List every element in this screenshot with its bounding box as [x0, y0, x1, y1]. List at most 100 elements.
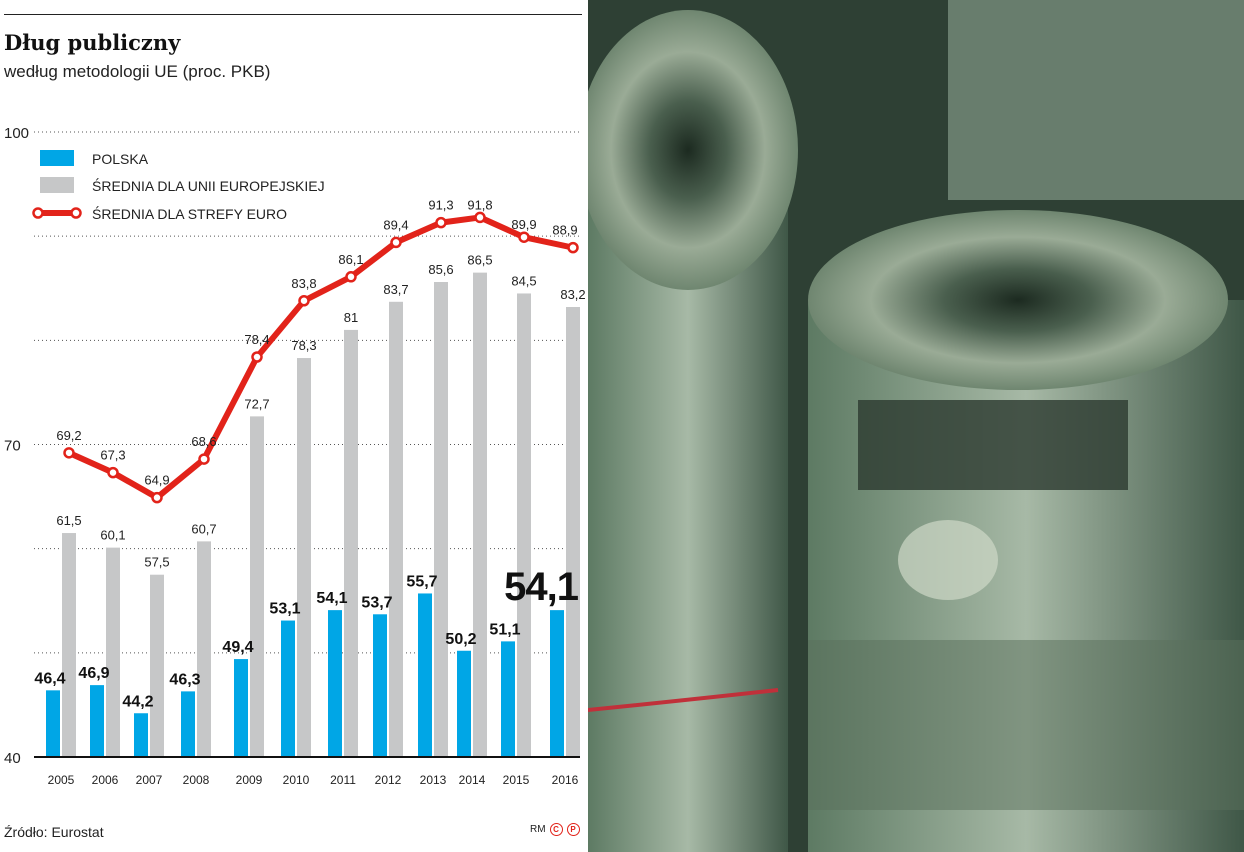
polska-value-label: 54,1 — [316, 590, 347, 607]
banknote-rolls-photo — [588, 0, 1244, 852]
euro-area-point — [151, 491, 163, 504]
polska-bar — [281, 620, 295, 757]
euro-area-value-label: 91,3 — [428, 198, 453, 213]
eu-bar — [297, 358, 311, 757]
x-tick-label: 2016 — [552, 773, 579, 787]
x-tick-label: 2007 — [136, 773, 163, 787]
polska-value-label: 50,2 — [445, 631, 476, 648]
eu-value-label: 72,7 — [244, 396, 269, 411]
legend-swatch-eu — [40, 177, 74, 193]
photo-illustration — [588, 0, 1244, 852]
euro-area-point — [251, 351, 263, 363]
top-rule — [4, 14, 582, 15]
euro-area-value-label: 91,8 — [467, 197, 492, 212]
eu-bar — [106, 547, 120, 757]
euro-area-point — [107, 466, 119, 479]
eu-bar — [150, 574, 164, 757]
x-tick-label: 2011 — [330, 773, 356, 787]
eu-bar — [566, 307, 580, 757]
euro-area-value-label: 78,4 — [244, 332, 269, 347]
polska-value-label: 51,1 — [489, 621, 520, 638]
euro-area-value-label: 89,4 — [383, 217, 408, 232]
chart-subtitle: według metodologii UE (proc. PKB) — [4, 62, 271, 81]
eu-value-label: 81 — [344, 310, 358, 325]
legend-swatch-polska — [40, 150, 74, 166]
infographic-panel: Dług publiczny według metodologii UE (pr… — [0, 0, 588, 852]
polska-value-label: 53,7 — [361, 594, 392, 611]
eu-bar — [389, 301, 403, 757]
x-tick-label: 2015 — [503, 773, 530, 787]
euro-area-point — [567, 241, 579, 254]
euro-area-value-label: 88,9 — [552, 223, 577, 238]
euro-area-point — [345, 271, 357, 283]
y-tick-label: 70 — [4, 438, 21, 455]
credit: RM C P — [530, 823, 580, 836]
euro-area-point — [435, 216, 447, 229]
euro-area-value-label: 64,9 — [144, 473, 169, 488]
euro-area-value-label: 68,6 — [191, 434, 216, 449]
eu-value-label: 85,6 — [428, 262, 453, 277]
polska-value-label: 44,2 — [122, 693, 153, 710]
polska-bar — [134, 713, 148, 757]
polska-bar — [418, 593, 432, 757]
polska-bar — [181, 691, 195, 757]
euro-area-point — [63, 447, 75, 459]
copyright-logo-c: C — [549, 823, 563, 836]
x-tick-label: 2006 — [92, 773, 119, 787]
polska-value-label: 53,1 — [269, 601, 300, 618]
eu-value-label: 86,5 — [467, 253, 492, 268]
polska-bar — [457, 650, 471, 757]
y-tick-label: 40 — [4, 750, 21, 767]
legend-label-polska: POLSKA — [92, 151, 149, 167]
legend-label-euro-area: ŚREDNIA DLA STREFY EURO — [92, 205, 287, 222]
x-tick-label: 2009 — [236, 773, 263, 787]
x-tick-label: 2014 — [459, 773, 486, 787]
x-tick-label: 2005 — [48, 773, 75, 787]
polska-value-label: 46,4 — [34, 670, 65, 687]
eu-value-label: 84,5 — [511, 273, 536, 288]
eu-bar — [250, 416, 264, 757]
eu-bar — [517, 293, 531, 757]
eu-bar — [473, 272, 487, 757]
y-tick-label: 100 — [4, 125, 29, 142]
x-tick-label: 2012 — [375, 773, 402, 787]
legend-marker — [70, 207, 82, 219]
polska-value-label: 54,1 — [504, 565, 579, 609]
polska-bar — [90, 685, 104, 757]
euro-area-point — [474, 211, 486, 224]
polska-bar — [46, 690, 60, 757]
eu-value-label: 83,2 — [560, 287, 585, 302]
author-initials: RM — [530, 824, 546, 835]
polska-value-label: 46,3 — [169, 671, 200, 688]
legend-marker — [32, 207, 44, 219]
euro-area-value-label: 89,9 — [511, 217, 536, 232]
polska-value-label: 46,9 — [78, 665, 109, 682]
eu-bar — [197, 541, 211, 757]
x-tick-label: 2008 — [183, 773, 210, 787]
euro-area-value-label: 86,1 — [338, 252, 363, 267]
polska-bar — [501, 641, 515, 757]
eu-value-label: 78,3 — [291, 338, 316, 353]
chart-title: Dług publiczny — [4, 30, 181, 55]
euro-area-line — [67, 214, 574, 501]
chart: 40 70 100 61,5 46,4 2005 60,1 46,9 2006 57,5 44,2 2… — [4, 125, 586, 787]
polska-value-label: 55,7 — [406, 573, 437, 590]
euro-area-value-label: 69,2 — [56, 428, 81, 443]
polska-bar — [373, 614, 387, 757]
x-tick-label: 2013 — [420, 773, 447, 787]
polska-bar — [234, 659, 248, 757]
source-note: Źródło: Eurostat — [4, 824, 104, 840]
eu-value-label: 60,1 — [100, 528, 125, 543]
polska-bar — [550, 610, 564, 757]
eu-bar — [344, 329, 358, 757]
eu-bar — [62, 533, 76, 757]
eu-value-label: 61,5 — [56, 513, 81, 528]
copyright-logo-p: P — [566, 823, 580, 836]
eu-value-label: 60,7 — [191, 521, 216, 536]
euro-area-point — [518, 231, 530, 243]
polska-bar — [328, 610, 342, 757]
euro-area-point — [390, 236, 402, 249]
eu-value-label: 83,7 — [383, 282, 408, 297]
eu-value-label: 57,5 — [144, 555, 169, 570]
euro-area-point — [198, 453, 210, 465]
